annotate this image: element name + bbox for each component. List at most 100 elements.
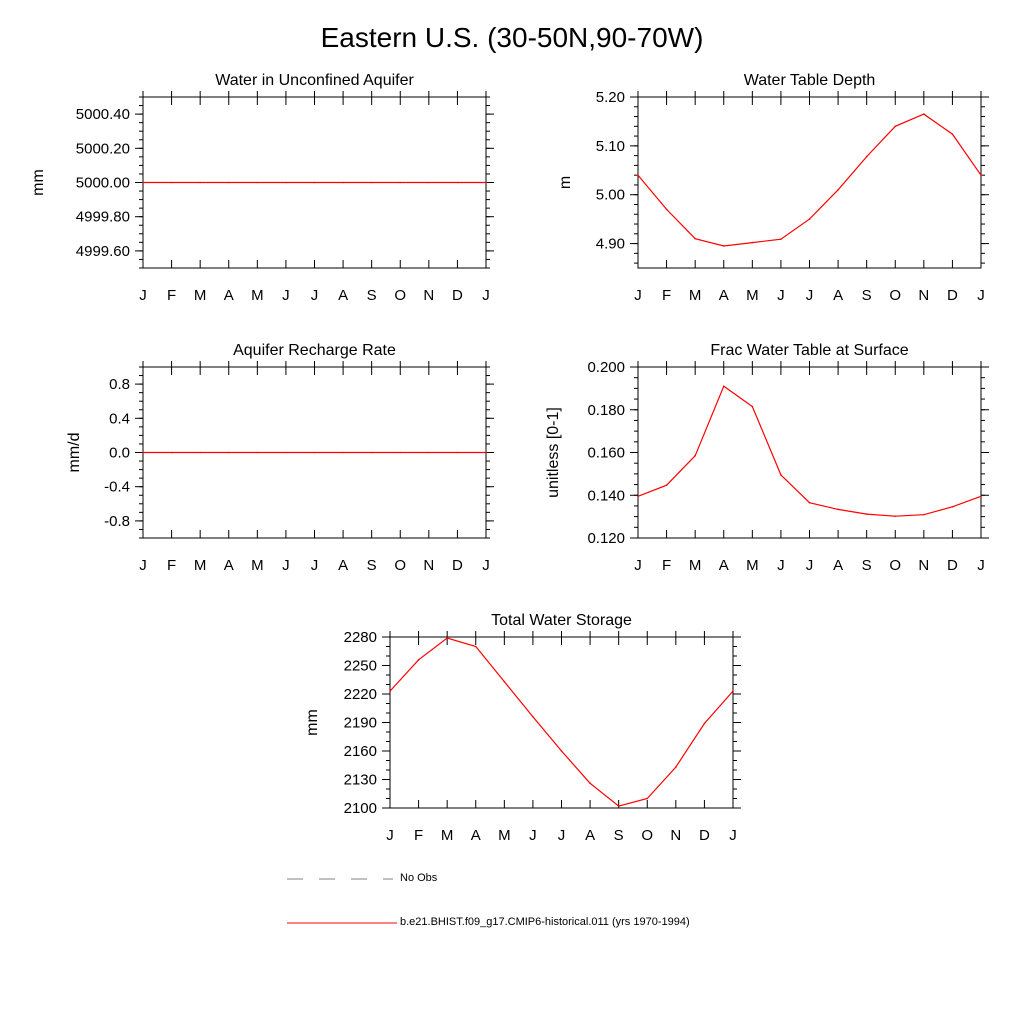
data-point [342, 181, 344, 184]
x-tick-label: M [194, 557, 207, 574]
x-tick-label: J [139, 557, 147, 574]
data-point [894, 125, 897, 128]
data-point [675, 766, 677, 768]
data-point [589, 782, 591, 785]
x-tick-label: J [282, 557, 290, 574]
y-axis-label: m [557, 176, 574, 189]
y-tick-label: 5.00 [596, 187, 625, 204]
x-tick-label: J [529, 827, 537, 844]
plot-frame [637, 366, 982, 539]
x-tick-label: S [862, 287, 872, 304]
x-tick-label: F [414, 827, 423, 844]
panel-title: Aquifer Recharge Rate [233, 342, 396, 359]
data-point [485, 181, 487, 184]
x-tick-label: O [889, 557, 901, 574]
x-tick-label: J [386, 827, 394, 844]
data-point [456, 451, 459, 454]
data-point [837, 189, 839, 191]
x-tick-label: F [167, 557, 176, 574]
x-tick-label: J [729, 827, 737, 844]
data-point [142, 451, 144, 454]
x-tick-label: F [662, 557, 671, 574]
y-tick-label: 0.0 [109, 445, 130, 462]
data-point [808, 218, 811, 220]
y-tick-label: 0.140 [587, 487, 625, 504]
data-point [170, 451, 173, 454]
data-point [637, 495, 639, 498]
x-tick-label: D [452, 557, 463, 574]
data-point [865, 155, 868, 158]
data-point [532, 716, 534, 718]
y-axis-label: mm/d [66, 433, 83, 473]
y-tick-label: 5000.20 [76, 140, 130, 157]
x-tick-label: M [689, 557, 702, 574]
data-point [142, 181, 144, 184]
data-point [399, 181, 402, 184]
y-tick-label: 0.160 [587, 445, 625, 462]
y-tick-label: 2250 [344, 658, 377, 675]
data-point [199, 451, 201, 454]
x-tick-label: S [614, 827, 624, 844]
plot-frame [389, 636, 734, 809]
x-tick-label: A [585, 827, 595, 844]
data-point [694, 454, 696, 457]
data-point [951, 133, 954, 135]
data-point [980, 495, 982, 498]
y-tick-label: -0.8 [104, 513, 130, 530]
y-tick-label: 2220 [344, 686, 377, 703]
data-point [389, 690, 391, 692]
panel-tws: J F M A M J J A S O N D J210021302160219022202250228… [304, 612, 741, 844]
data-point [722, 385, 725, 388]
x-tick-label: J [806, 287, 814, 304]
x-tick-label: S [862, 557, 872, 574]
panel-title: Water in Unconfined Aquifer [215, 72, 414, 89]
y-tick-label: 0.180 [587, 402, 625, 419]
legend-obs-label: No Obs [400, 872, 438, 884]
data-point [256, 451, 259, 454]
data-point [456, 181, 459, 184]
y-tick-label: 2130 [344, 772, 377, 789]
data-point [808, 501, 811, 504]
y-tick-label: 2100 [344, 800, 377, 817]
y-axis-label: mm [30, 169, 47, 196]
data-point [703, 722, 706, 725]
data-point [285, 181, 287, 184]
x-tick-label: M [689, 287, 702, 304]
legend [287, 878, 397, 924]
data-point [199, 181, 201, 184]
data-point [665, 484, 668, 487]
x-tick-label: J [977, 557, 985, 574]
data-point [722, 245, 725, 247]
series-line [637, 113, 982, 247]
data-point [227, 451, 230, 454]
data-point [617, 805, 620, 807]
x-tick-label: F [662, 287, 671, 304]
figure-title: Eastern U.S. (30-50N,90-70W) [320, 22, 704, 53]
x-tick-label: J [139, 287, 147, 304]
x-tick-label: J [482, 287, 490, 304]
data-point [865, 513, 868, 515]
x-tick-label: J [977, 287, 985, 304]
x-tick-label: N [423, 287, 434, 304]
data-point [170, 181, 173, 184]
y-tick-label: 0.4 [109, 410, 130, 427]
y-tick-label: 2190 [344, 715, 377, 732]
x-tick-label: J [482, 557, 490, 574]
data-point [227, 181, 230, 184]
x-tick-label: A [224, 287, 234, 304]
plot-frame [637, 96, 982, 269]
data-point [370, 451, 373, 454]
y-tick-label: 5000.40 [76, 106, 130, 123]
x-tick-label: D [699, 827, 710, 844]
y-axis-label: unitless [0-1] [545, 407, 562, 498]
y-tick-label: 0.200 [587, 359, 625, 376]
series-line [637, 385, 982, 517]
x-tick-label: A [471, 827, 481, 844]
x-tick-label: J [634, 557, 642, 574]
x-tick-label: N [918, 287, 929, 304]
y-tick-label: 5.20 [596, 89, 625, 106]
data-point [417, 659, 420, 661]
data-point [560, 750, 563, 752]
